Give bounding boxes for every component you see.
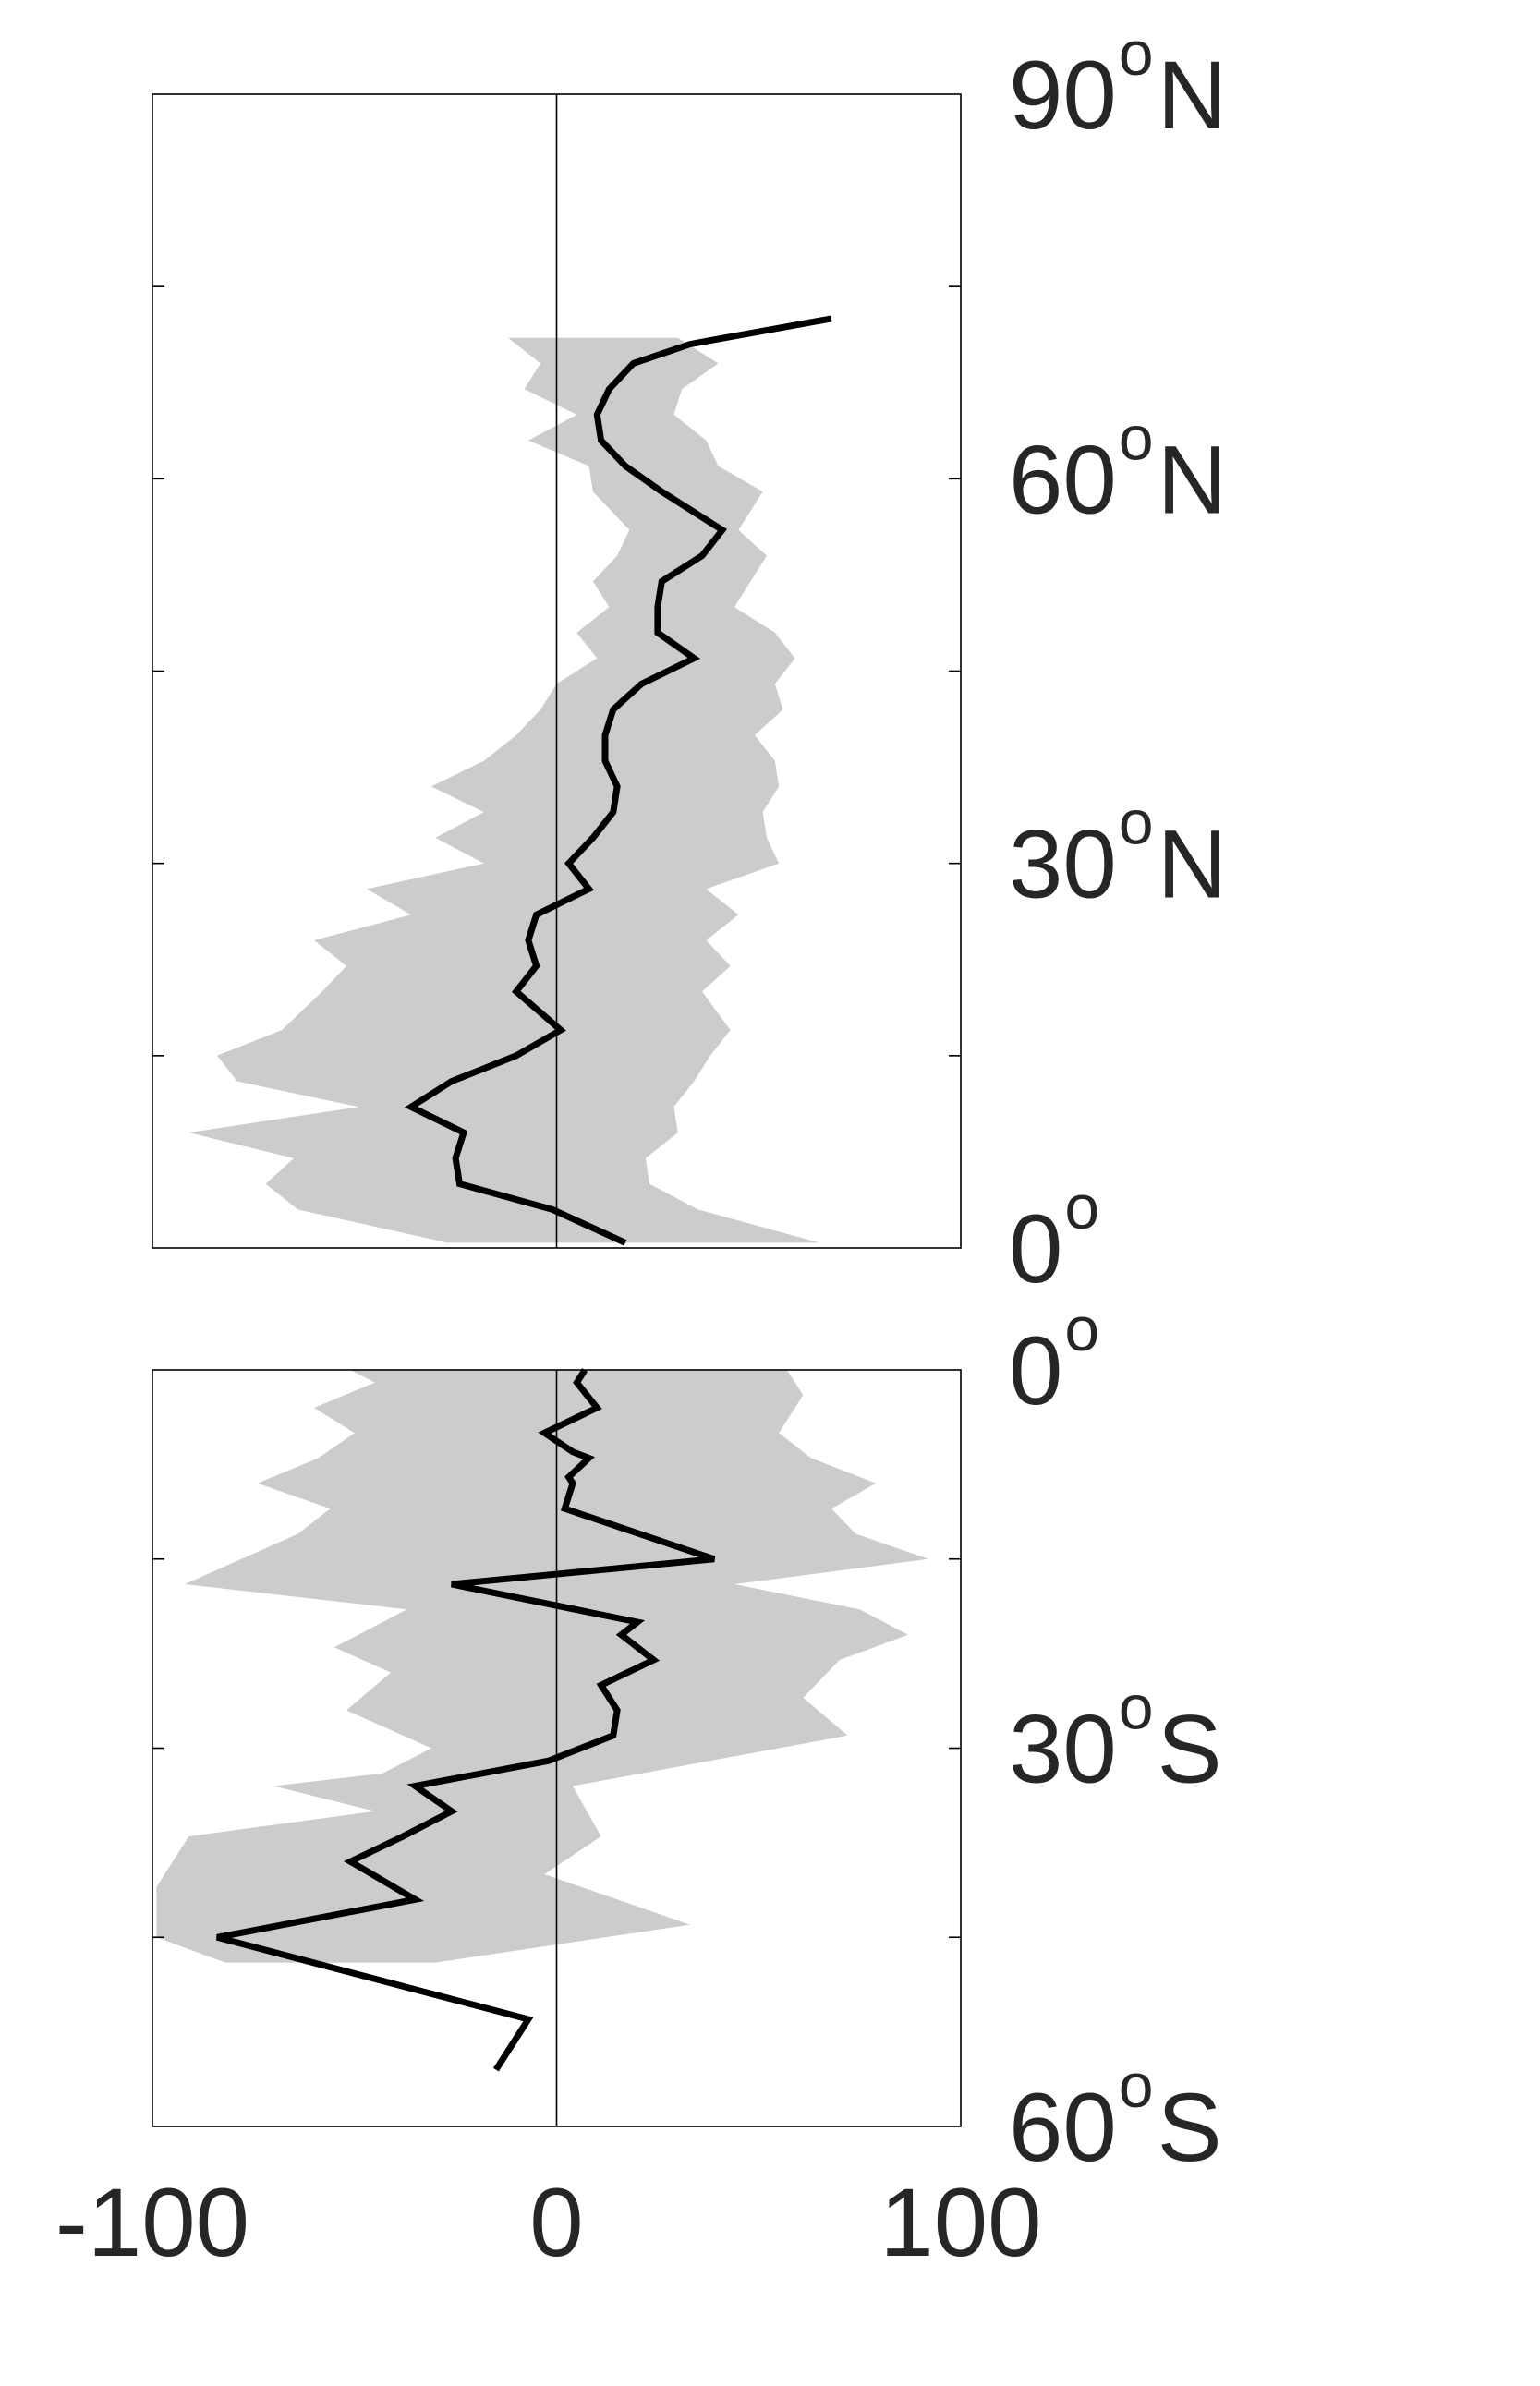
lat-label-60s: 60 — [1009, 2074, 1117, 2182]
lat-label-30n: 30 — [1009, 811, 1117, 919]
hemisphere-letter: S — [1158, 1696, 1222, 1804]
lat-label-0eq: 0 — [1009, 1317, 1062, 1425]
hemisphere-letter: S — [1158, 2074, 1222, 2182]
mean-line — [404, 315, 832, 1246]
hemisphere-letter: N — [1158, 811, 1228, 919]
uncertainty-band — [156, 1370, 928, 1963]
north-panel: 90 o N60 o N30 o N0 o — [152, 18, 1227, 1303]
degree-symbol: o — [1119, 2051, 1154, 2121]
degree-symbol: o — [1119, 1673, 1154, 1743]
degree-symbol: o — [1119, 403, 1154, 473]
lat-label-60n: 60 — [1009, 426, 1117, 534]
x-tick-label: -100 — [55, 2169, 249, 2277]
lat-label-30s: 30 — [1009, 1696, 1117, 1804]
lat-label-90n: 90 — [1009, 42, 1117, 150]
south-panel: 0 o30 o S60 o S-100 0 100 — [55, 1294, 1222, 2277]
mean-line — [216, 1368, 716, 2072]
x-tick-label: 100 — [879, 2169, 1041, 2277]
degree-symbol: o — [1119, 788, 1154, 858]
degree-symbol: o — [1064, 1294, 1099, 1364]
hemisphere-letter: N — [1158, 42, 1228, 150]
lat-label-0eq: 0 — [1009, 1195, 1062, 1303]
degree-symbol: o — [1064, 1172, 1099, 1242]
hemisphere-letter: N — [1158, 426, 1228, 534]
uncertainty-band — [188, 337, 819, 1243]
degree-symbol: o — [1119, 18, 1154, 89]
x-tick-label: 0 — [529, 2169, 583, 2277]
